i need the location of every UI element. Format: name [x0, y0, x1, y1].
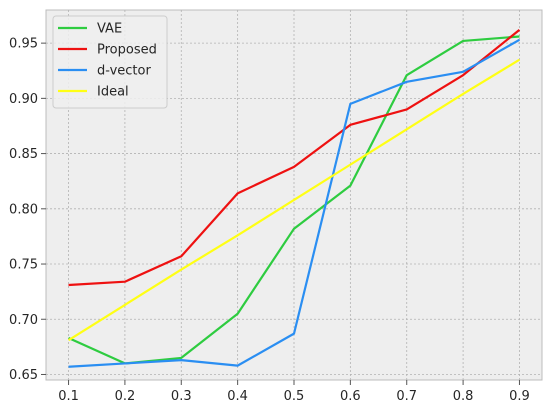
- y-tick-label: 0.75: [9, 258, 38, 273]
- series-line-ideal: [67, 58, 521, 342]
- series-line-proposed: [68, 29, 521, 287]
- x-tick-label: 0.1: [58, 389, 79, 404]
- y-tick-label: 0.70: [9, 313, 38, 328]
- x-tick-label: 0.7: [396, 389, 417, 404]
- x-tick-label: 0.4: [227, 389, 248, 404]
- legend-label: Proposed: [97, 43, 157, 58]
- y-tick-label: 0.95: [9, 37, 38, 52]
- series-line-d-vector: [68, 38, 520, 368]
- legend-label: d-vector: [97, 64, 151, 79]
- x-axis: 0.1 0.2 0.3 0.4 0.5 0.6 0.7 0.8 0.9: [58, 380, 530, 404]
- series-lines: [67, 29, 521, 368]
- x-tick-label: 0.2: [115, 389, 136, 404]
- x-tick-label: 0.8: [453, 389, 474, 404]
- y-axis: 0.65 0.70 0.75 0.80 0.85 0.90 0.95: [9, 37, 46, 383]
- x-tick-label: 0.9: [509, 389, 530, 404]
- y-tick-label: 0.85: [9, 147, 38, 162]
- legend: VAE Proposed d-vector Ideal: [52, 15, 168, 109]
- y-tick-label: 0.65: [9, 368, 38, 383]
- y-tick-label: 0.90: [9, 92, 38, 107]
- legend-label: Ideal: [97, 85, 129, 100]
- x-tick-label: 0.5: [284, 389, 305, 404]
- legend-box: [52, 15, 168, 109]
- y-tick-label: 0.80: [9, 202, 38, 217]
- grid-lines: [46, 10, 542, 380]
- legend-label: VAE: [97, 22, 122, 37]
- x-tick-label: 0.6: [340, 389, 361, 404]
- x-tick-label: 0.3: [171, 389, 192, 404]
